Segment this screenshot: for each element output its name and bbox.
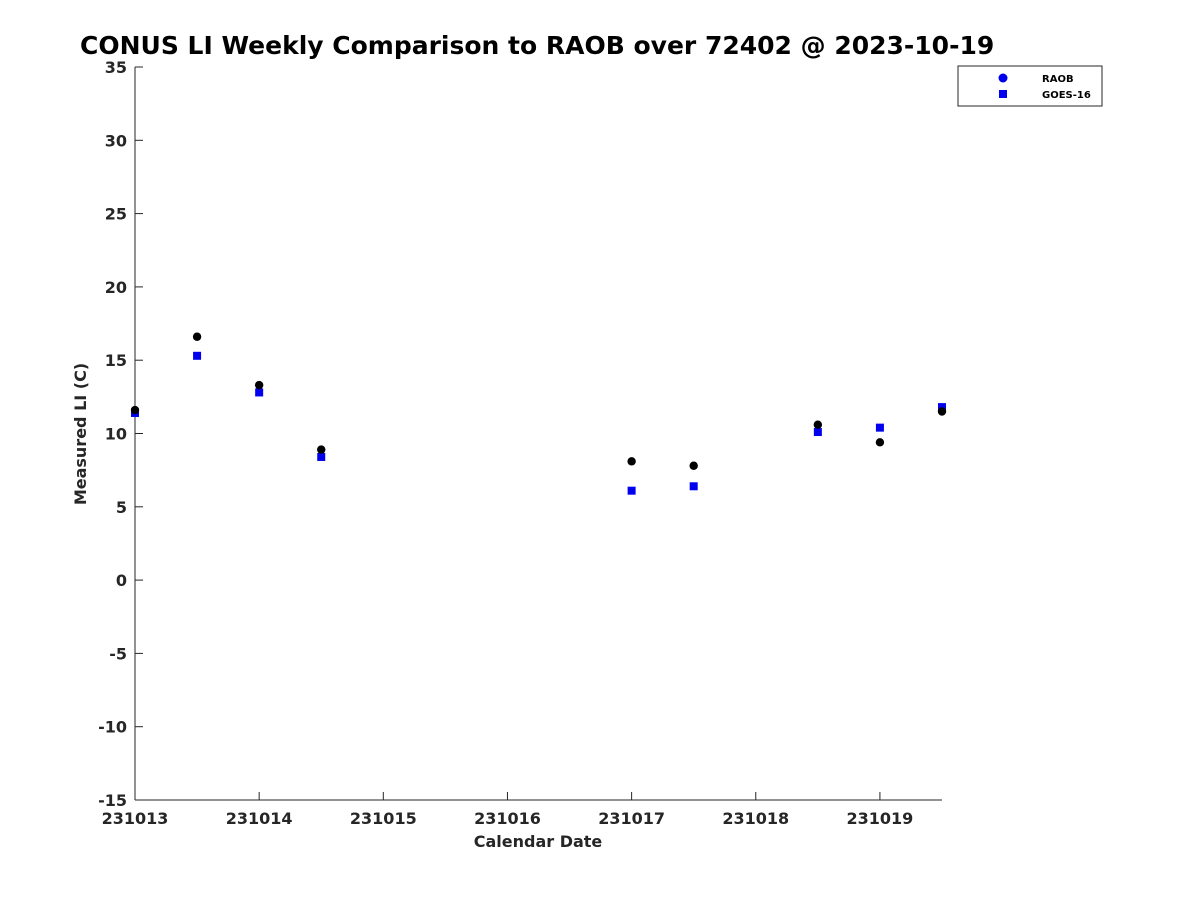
y-tick-label: 15 <box>105 351 127 370</box>
x-axis-label: Calendar Date <box>474 832 603 851</box>
x-tick-label: 231016 <box>474 809 541 828</box>
x-axis-ticks: 231013 231014 231015 231016 231017 231018 2310… <box>102 792 914 828</box>
chart-title: CONUS LI Weekly Comparison to RAOB over … <box>80 31 994 60</box>
y-tick-label: -15 <box>98 791 127 810</box>
raob-point <box>689 461 698 470</box>
y-tick-label: 20 <box>105 278 127 297</box>
goes16-point <box>875 423 884 432</box>
y-tick-label: -10 <box>98 718 127 737</box>
legend-raob-marker <box>998 73 1008 83</box>
raob-point <box>192 332 202 341</box>
y-tick-label: 5 <box>116 498 127 517</box>
legend-entry-label: RAOB <box>1042 74 1074 85</box>
goes16-point <box>627 486 636 495</box>
x-tick-label: 231015 <box>350 809 417 828</box>
y-tick-label: 25 <box>105 205 127 224</box>
goes16-point <box>193 351 202 360</box>
goes16-point <box>689 482 698 491</box>
y-tick-label: 30 <box>105 131 127 150</box>
y-axis-ticks: -15 -10 -5 0 5 10 15 20 25 30 35 <box>98 58 143 810</box>
y-axis-label: Measured LI (C) <box>71 363 90 505</box>
y-tick-label: 0 <box>116 571 127 590</box>
y-tick-label: 10 <box>105 425 127 444</box>
goes16-point <box>255 388 264 397</box>
x-tick-label: 231018 <box>722 809 789 828</box>
goes16-point <box>938 403 946 412</box>
raob-point <box>875 438 885 447</box>
legend: RAOB GOES-16 <box>957 65 1103 107</box>
y-tick-label: 35 <box>105 58 127 77</box>
x-tick-label: 231013 <box>102 809 169 828</box>
legend-goes16-marker <box>999 90 1007 98</box>
x-tick-label: 231019 <box>847 809 914 828</box>
raob-point <box>937 407 947 416</box>
legend-box <box>957 65 1103 107</box>
raob-point <box>317 445 326 454</box>
raob-point <box>254 380 264 390</box>
goes16-point <box>813 428 822 437</box>
raob-point <box>627 457 636 466</box>
x-tick-label: 231014 <box>226 809 293 828</box>
y-tick-label: -5 <box>109 644 127 663</box>
legend-entry-label: GOES-16 <box>1042 90 1091 101</box>
goes16-point <box>317 452 326 461</box>
plot-points <box>130 332 947 495</box>
raob-point <box>813 420 823 429</box>
x-tick-label: 231017 <box>598 809 665 828</box>
raob-point <box>130 405 140 415</box>
